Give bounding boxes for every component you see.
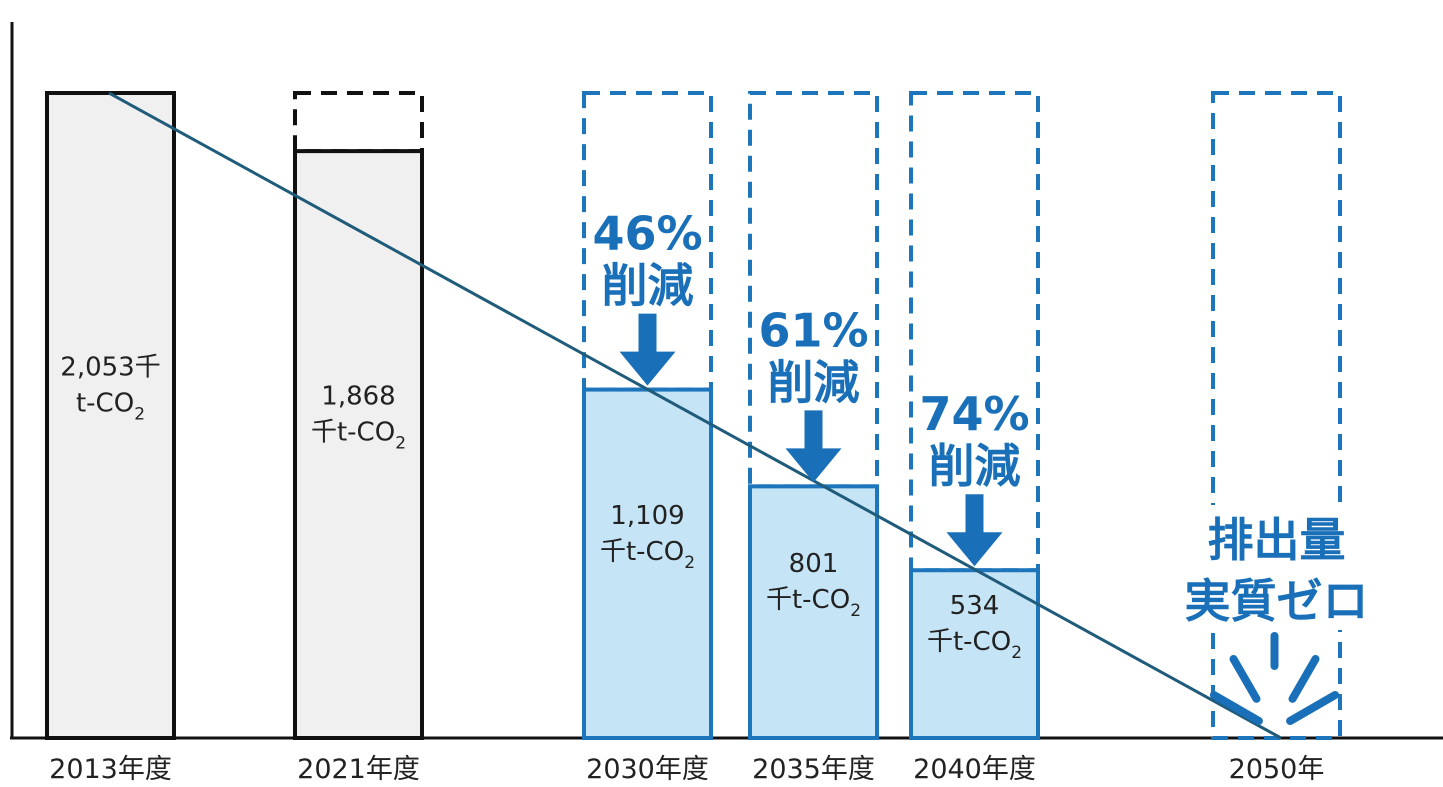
unit-label: 千t-CO2 [766, 585, 861, 621]
reduction-percent: 74% [919, 387, 1029, 441]
value-label: 1,109 [610, 501, 684, 531]
bar [45, 91, 176, 740]
down-arrow-icon [785, 410, 842, 483]
category-label: 2013年度 [49, 754, 172, 785]
baseline-outline [1211, 91, 1342, 740]
trend-line [108, 91, 1282, 740]
category-label: 2050年 [1229, 754, 1325, 785]
value-label: 534 [950, 591, 1000, 621]
category-label: 2035年度 [752, 754, 875, 785]
unit-label: 千t-CO2 [600, 537, 695, 573]
net-zero-line1: 排出量 [1208, 513, 1346, 567]
unit-label: 千t-CO2 [311, 418, 406, 454]
bar [748, 484, 879, 740]
reduction-label: 削減 [602, 259, 694, 313]
reduction-callout: 61%削減 [757, 292, 870, 483]
bar [582, 387, 713, 740]
category-label: 2030年度 [586, 754, 709, 785]
category-label: 2021年度 [297, 754, 420, 785]
unit-label: 千t-CO2 [927, 627, 1022, 663]
callout-background [757, 292, 870, 407]
reduction-callout: 74%削減 [918, 376, 1031, 567]
reduction-label: 削減 [929, 439, 1021, 493]
value-label: 801 [789, 549, 839, 579]
value-label: 2,053千 [60, 353, 160, 383]
baseline-outline [293, 91, 424, 154]
net-zero-line2: 実質ゼロ [1185, 574, 1369, 628]
reduction-percent: 46% [592, 207, 702, 261]
down-arrow-icon [619, 313, 676, 386]
baseline-outline [582, 91, 713, 392]
value-label: 1,868 [321, 382, 395, 412]
bar [293, 149, 424, 740]
callout-background [591, 195, 704, 310]
baseline-outline [909, 91, 1040, 573]
reduction-label: 削減 [768, 355, 860, 409]
category-label: 2040年度 [913, 754, 1036, 785]
reduction-callout: 46%削減 [591, 195, 704, 386]
callout-background [1181, 505, 1372, 630]
reduction-percent: 61% [758, 303, 868, 357]
unit-label: t-CO2 [76, 389, 145, 425]
sparkle-icon [1209, 632, 1340, 725]
callout-background [918, 376, 1031, 491]
down-arrow-icon [946, 494, 1003, 567]
